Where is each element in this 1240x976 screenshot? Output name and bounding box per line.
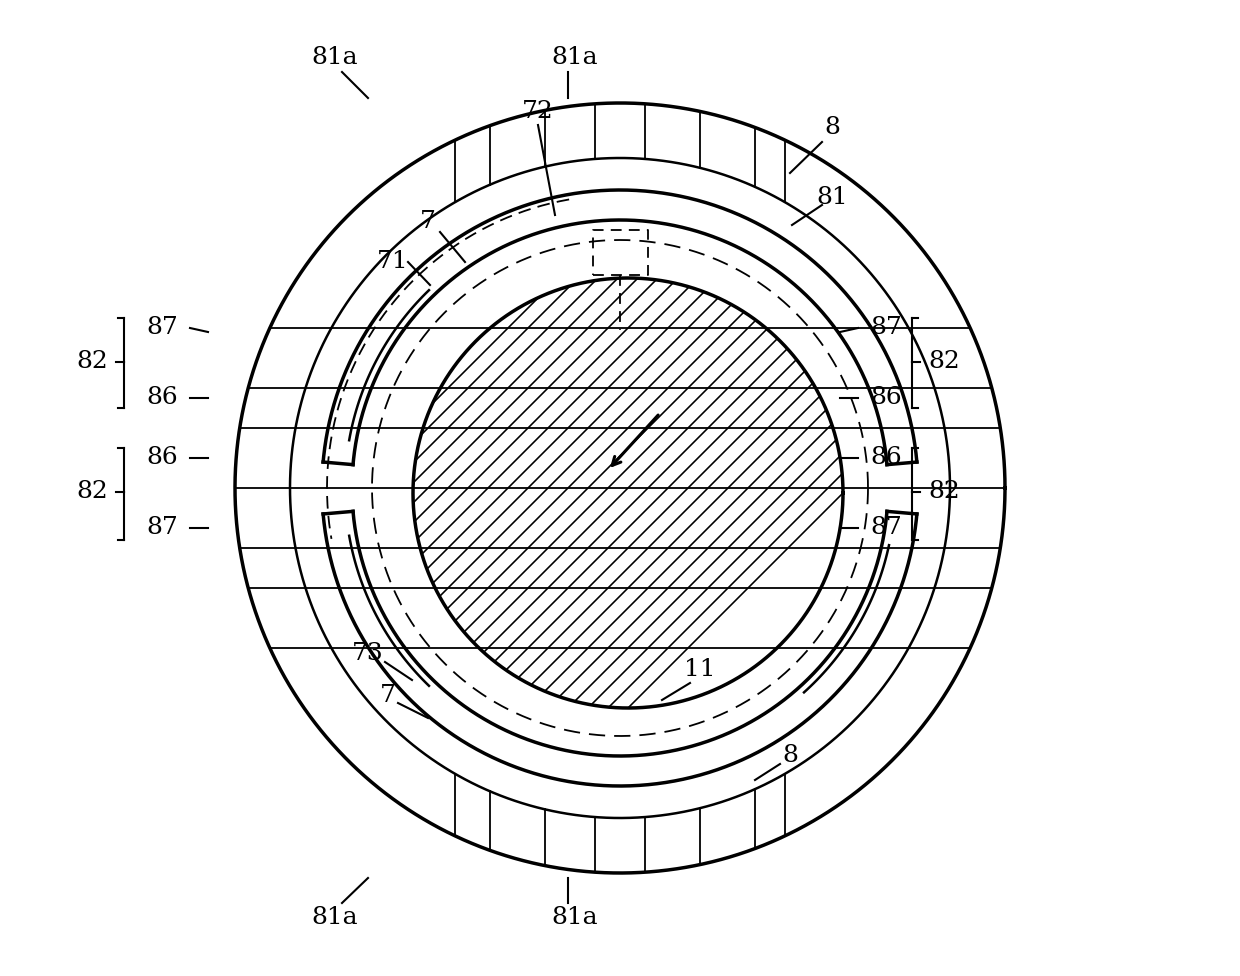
Text: 86: 86 — [146, 446, 179, 469]
Text: 8: 8 — [825, 116, 839, 140]
Text: 81a: 81a — [311, 46, 358, 68]
Text: 87: 87 — [870, 316, 901, 340]
Text: 72: 72 — [522, 101, 554, 124]
Text: 86: 86 — [146, 386, 179, 410]
Text: 81: 81 — [816, 186, 848, 210]
Text: 86: 86 — [870, 446, 901, 469]
Text: 81a: 81a — [552, 907, 599, 929]
Text: 81a: 81a — [552, 46, 599, 68]
Text: 87: 87 — [146, 516, 179, 540]
Text: 73: 73 — [352, 641, 384, 665]
Text: 82: 82 — [76, 350, 108, 374]
Text: 82: 82 — [928, 350, 960, 374]
Text: 7: 7 — [381, 683, 396, 707]
Text: 82: 82 — [76, 480, 108, 504]
Text: 8: 8 — [782, 744, 797, 766]
Text: 86: 86 — [870, 386, 901, 410]
Text: 87: 87 — [870, 516, 901, 540]
Text: 87: 87 — [146, 316, 179, 340]
Text: 82: 82 — [928, 480, 960, 504]
Text: 7: 7 — [420, 211, 436, 233]
Text: 81a: 81a — [311, 907, 358, 929]
Text: 11: 11 — [684, 659, 715, 681]
Text: 71: 71 — [377, 251, 409, 273]
